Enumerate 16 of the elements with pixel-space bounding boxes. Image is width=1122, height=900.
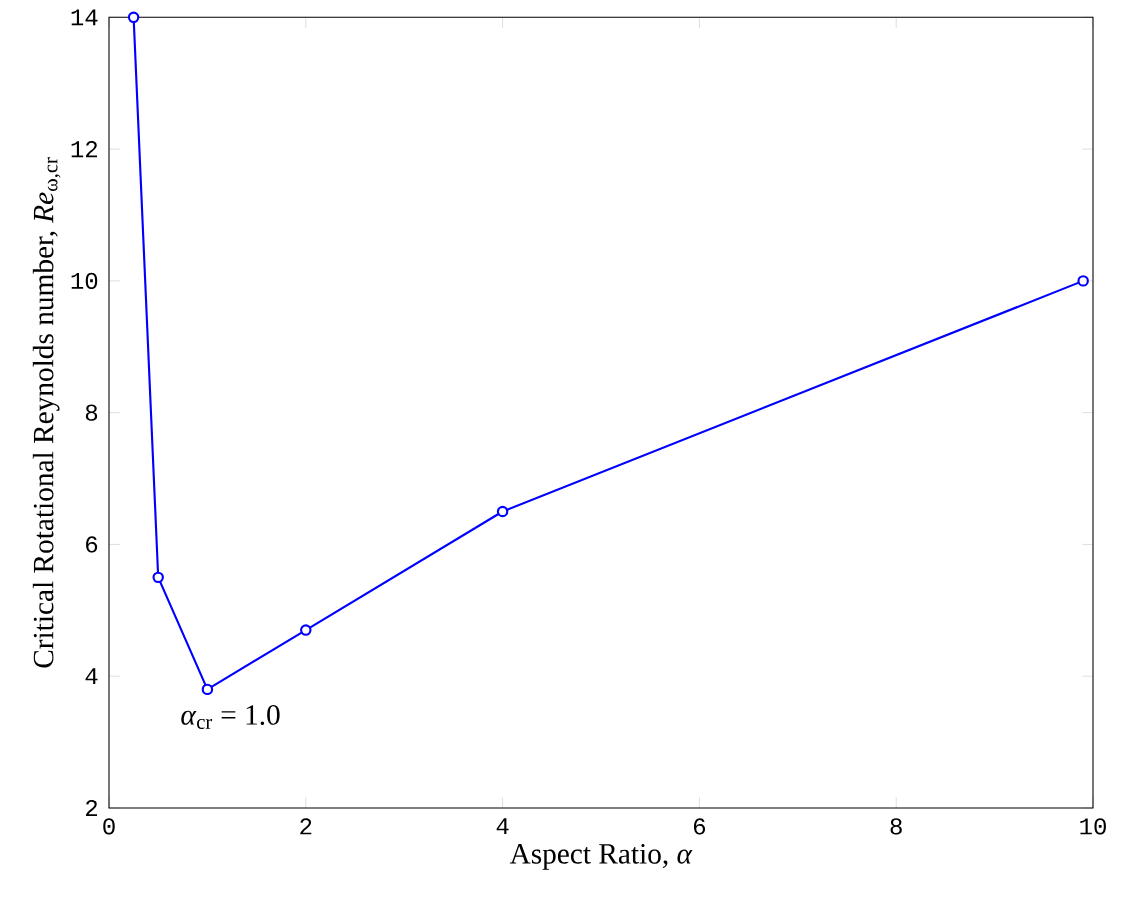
y-tick-label: 12 <box>71 141 98 158</box>
y-tick-label: 4 <box>85 668 98 685</box>
x-tick-label: 6 <box>693 818 706 835</box>
y-tick-label: 14 <box>71 9 98 26</box>
x-tick-label: 0 <box>103 818 115 835</box>
x-axis-title: Aspect Ratio, α <box>509 844 693 870</box>
y-tick-label: 10 <box>71 272 98 290</box>
x-tick-label: 4 <box>496 818 509 835</box>
y-tick-label: 8 <box>85 404 98 421</box>
x-tick-label: 10 <box>1080 818 1106 835</box>
y-tick-label: 2 <box>85 799 98 817</box>
annotation: α$_{cr}$ = 1.0 <box>181 705 280 729</box>
y-tick-label: 6 <box>86 536 98 553</box>
x-tick-label: 8 <box>890 818 902 835</box>
x-tick-label: 2 <box>300 818 312 835</box>
y-axis-title: Critical Rotational Reynolds number, Re$_{ω,cr}$ <box>32 157 61 668</box>
